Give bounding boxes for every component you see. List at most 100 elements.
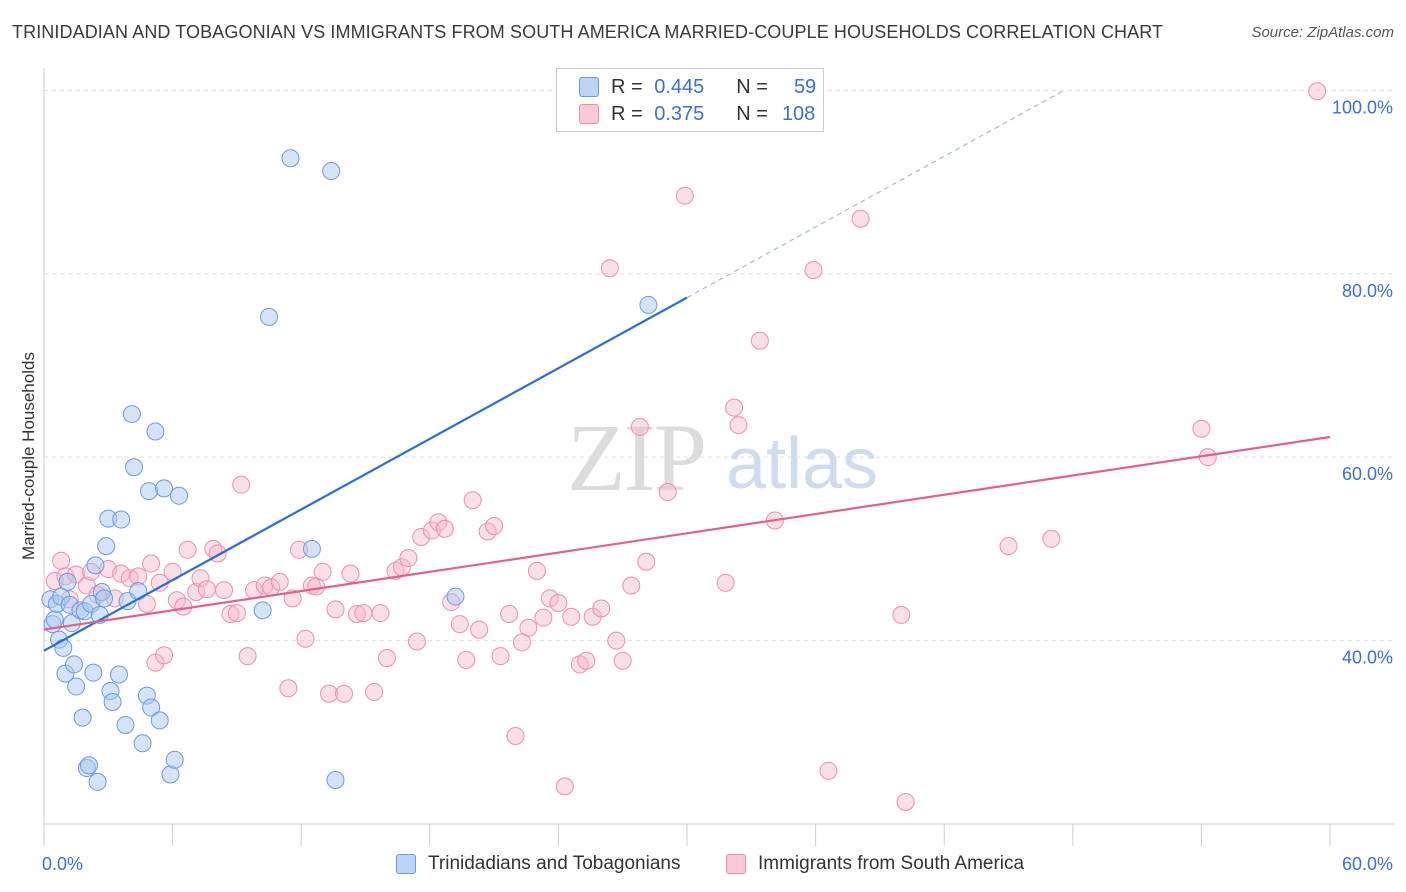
pink-point <box>716 573 735 592</box>
bottom-legend-label-1: Trinidadians and Tobagonians <box>428 853 681 874</box>
pink-point <box>320 684 339 703</box>
y-tick-label: 40.0% <box>1342 648 1393 668</box>
pink-point <box>1192 419 1211 438</box>
blue-point <box>86 556 105 575</box>
pink-point <box>283 589 302 608</box>
pink-point <box>613 651 632 670</box>
blue-point <box>65 655 84 674</box>
blue-point <box>155 479 174 498</box>
pink-point <box>412 527 431 546</box>
bottom-legend-trinidadians: Trinidadians and Tobagonians <box>396 852 680 876</box>
blue-point <box>170 486 189 505</box>
blue-point <box>58 572 77 591</box>
series-trinidadians-points <box>41 149 658 791</box>
y-axis-title: Married-couple Households <box>19 352 38 560</box>
pink-point <box>463 491 482 510</box>
pink-point <box>1308 82 1327 101</box>
legend-n-label: N = <box>736 75 768 98</box>
legend-row-immigrants: R = 0.375 N = 108 <box>579 101 815 127</box>
blue-point <box>150 711 169 730</box>
blue-point <box>122 405 141 424</box>
blue-point <box>322 162 341 181</box>
blue-point <box>326 770 345 789</box>
blue-point <box>165 750 184 769</box>
correlation-legend: R = 0.445 N = 59 R = 0.375 N = 108 <box>556 68 824 132</box>
watermark-zip: ZIP <box>567 404 705 511</box>
pink-point <box>892 605 911 624</box>
pink-point <box>238 647 257 666</box>
pink-point <box>750 331 769 350</box>
legend-r-label: R = <box>611 75 643 98</box>
blue-point <box>146 422 165 441</box>
x-tick-label-max: 60.0% <box>1342 854 1393 874</box>
pink-point <box>174 597 193 616</box>
pink-point <box>187 582 206 601</box>
series-immigrants-south-america-points <box>45 82 1327 811</box>
legend-r-value-2: 0.375 <box>654 102 705 125</box>
pink-point <box>577 651 596 670</box>
blue-point <box>142 698 161 717</box>
pink-point <box>804 261 823 280</box>
x-tick-label-min: 0.0% <box>42 854 83 874</box>
blue-point <box>133 734 152 753</box>
blue-point <box>73 708 92 727</box>
pink-point <box>819 761 838 780</box>
pink-point <box>341 564 360 583</box>
pink-point <box>470 620 489 639</box>
pink-point <box>155 646 174 665</box>
chart-title: TRINIDADIAN AND TOBAGONIAN VS IMMIGRANTS… <box>12 22 1164 42</box>
pink-point <box>178 540 197 559</box>
pink-point <box>851 209 870 228</box>
pink-point <box>555 777 574 796</box>
pink-point <box>729 416 748 435</box>
pink-point <box>435 519 454 538</box>
bottom-legend-swatch-blue <box>396 854 416 874</box>
pink-point <box>296 629 315 648</box>
blue-point <box>446 587 465 606</box>
pink-point <box>600 259 619 278</box>
pink-point <box>896 792 915 811</box>
pink-point <box>52 551 71 570</box>
pink-point <box>500 604 519 623</box>
pink-trend-line <box>43 435 1331 631</box>
legend-row-trinidadians: R = 0.445 N = 59 <box>579 74 816 100</box>
legend-n-value-1: 59 <box>793 75 817 98</box>
pink-point <box>506 726 525 745</box>
trend-lines <box>43 89 1331 652</box>
pink-point <box>112 564 131 583</box>
watermark-atlas: atlas <box>726 424 878 504</box>
pink-point <box>365 682 384 701</box>
pink-point <box>371 604 390 623</box>
blue-point <box>95 589 114 608</box>
pink-point <box>347 604 366 623</box>
blue-point <box>112 510 131 529</box>
pink-point <box>313 562 332 581</box>
pink-point <box>270 572 289 591</box>
pink-point <box>527 561 546 580</box>
pink-point <box>221 604 240 623</box>
blue-point <box>639 295 658 314</box>
legend-r-label: R = <box>611 102 643 125</box>
pink-point <box>335 684 354 703</box>
pink-point <box>562 607 581 626</box>
blue-point <box>45 610 64 629</box>
pink-point <box>725 398 744 417</box>
blue-trend-line <box>43 296 688 652</box>
blue-point <box>80 756 99 775</box>
axis-layer: 40.0% 60.0% 80.0% 100.0% 0.0% 60.0% <box>42 68 1394 874</box>
pink-point <box>519 618 538 637</box>
pink-point <box>279 679 298 698</box>
pink-point <box>326 600 345 619</box>
blue-point <box>260 307 279 326</box>
blue-point <box>116 715 135 734</box>
blue-point <box>129 582 148 601</box>
bottom-legend-label-2: Immigrants from South America <box>758 853 1025 874</box>
pink-point <box>354 604 373 623</box>
pink-point <box>197 580 216 599</box>
pink-point <box>999 537 1018 556</box>
pink-point <box>607 631 626 650</box>
pink-point <box>227 604 246 623</box>
pink-point <box>429 513 448 532</box>
legend-r-value-1: 0.445 <box>654 75 705 98</box>
